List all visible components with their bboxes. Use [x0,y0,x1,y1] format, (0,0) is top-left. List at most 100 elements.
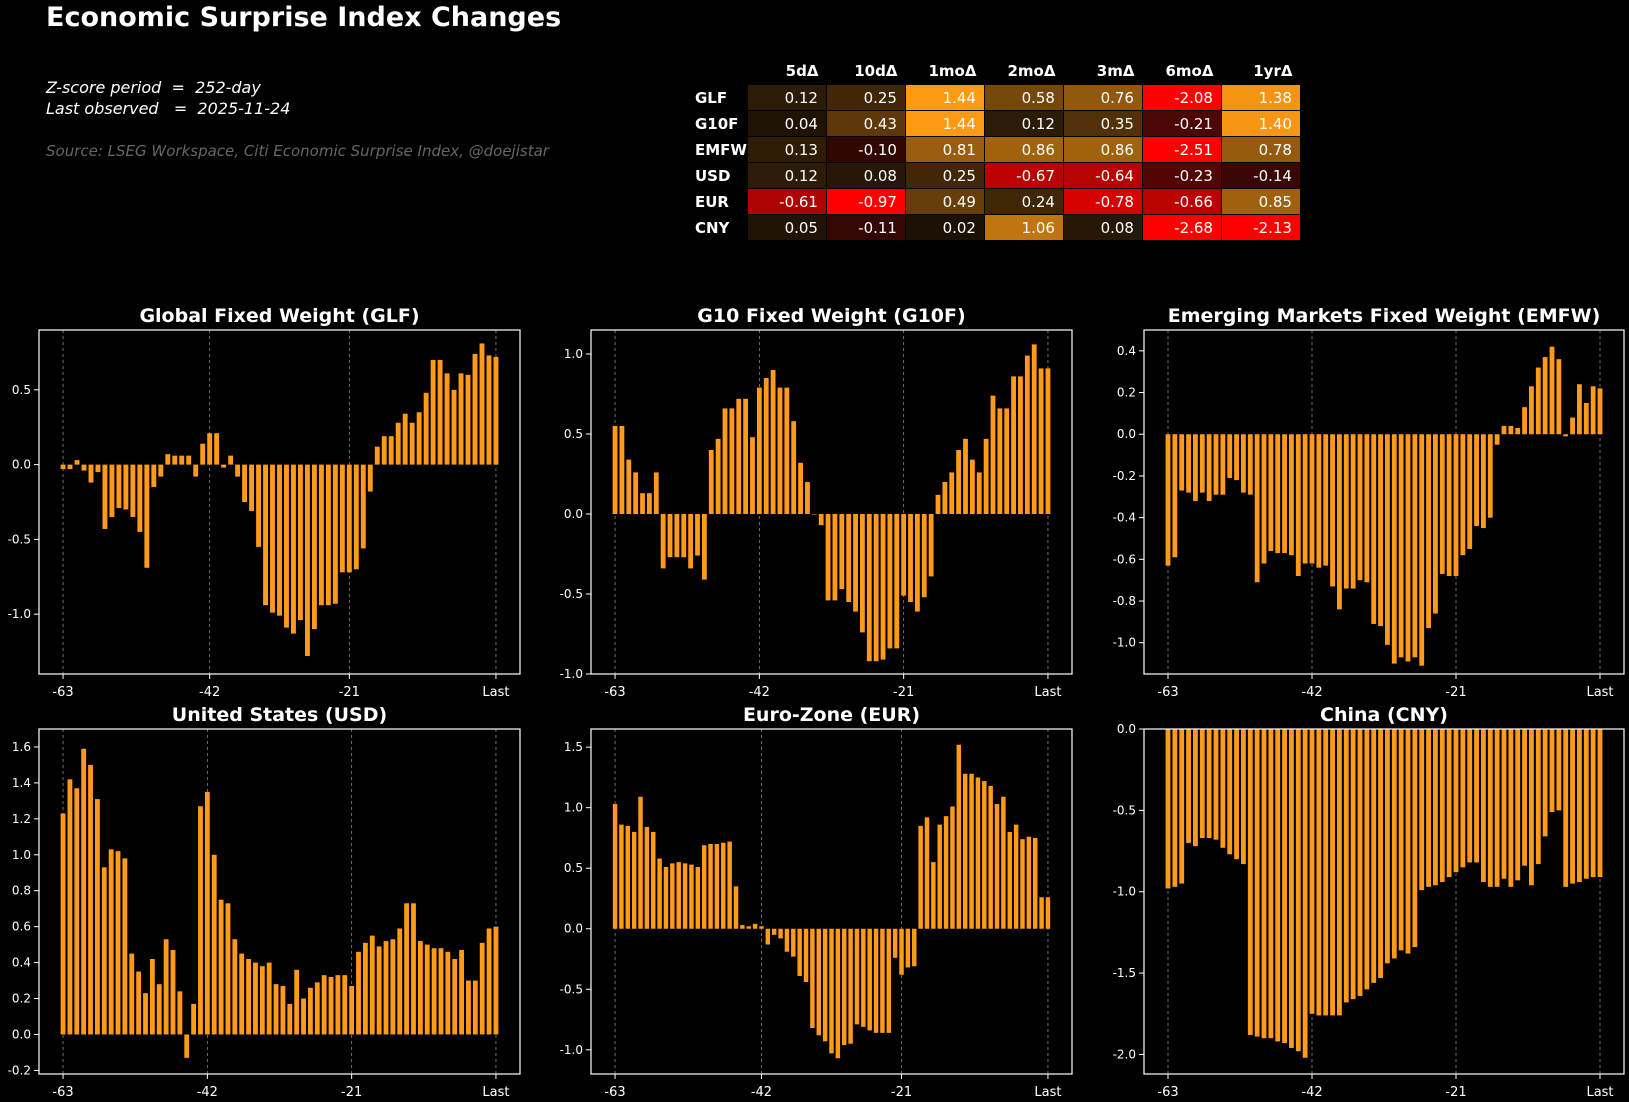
bar [1487,434,1493,518]
table-row: EUR -0.61 -0.97 0.49 0.24 -0.78 -0.66 0.85 [690,188,1301,215]
bar [688,514,694,569]
bar [1275,729,1281,1042]
bar [360,464,366,549]
bar [1045,897,1051,929]
x-tick-label: -21 [1445,685,1466,700]
bar [1018,376,1023,514]
bar [318,464,324,606]
bar [765,928,771,945]
x-tick-label: -21 [341,1085,362,1100]
bar [1535,729,1541,865]
bar [411,903,416,1035]
x-tick-label: -21 [339,685,360,700]
chart-title: Global Fixed Weight (GLF) [139,305,419,327]
bar [74,460,80,465]
bar [151,464,157,488]
y-tick-label: 1.5 [564,740,583,754]
bar [681,514,687,558]
bar [721,842,726,929]
bar [277,464,282,616]
x-tick-label: Last [1586,685,1613,700]
bar [109,464,115,517]
bar [1515,427,1521,435]
bar [818,514,824,526]
bar [149,959,155,1035]
bar [1337,434,1342,610]
bar [423,392,429,465]
bar [1460,729,1466,868]
table-cell: -0.64 [1062,162,1143,189]
bar [1378,729,1383,978]
bar [1529,386,1534,435]
bar [1549,346,1555,435]
bar [1563,434,1569,437]
source-note: Source: LSEG Workspace, Citi Economic Su… [46,142,549,160]
bar [204,791,210,1035]
bar [67,779,73,1035]
bar [479,942,485,1035]
bar [1522,407,1527,435]
bar [1426,729,1431,887]
bar [381,436,387,465]
bar [1590,729,1596,878]
bar [886,928,892,1033]
bar [1193,434,1198,501]
x-tick-label: -63 [604,685,625,700]
bar [1357,434,1363,581]
y-tick-label: 0.5 [564,427,583,441]
plot-frame [1143,728,1625,1075]
bar [1398,434,1404,658]
last-observed-label: Last observed = 2025-11-24 [46,99,291,118]
chart-panel: Global Fixed Weight (GLF) -63 -42 -21 Last -1… [8,305,521,700]
bar [328,976,334,1035]
bar [1522,729,1527,866]
bar [1302,434,1308,564]
bar [294,969,300,1035]
bar [1446,729,1452,878]
bar [1412,434,1418,658]
y-tick-label: -0.6 [1113,552,1136,566]
x-tick-label: Last [482,1085,509,1100]
bar [1549,729,1555,812]
table-row-label: USD [690,162,748,189]
bar [969,773,974,929]
table-cell: 0.08 [825,162,906,189]
bar [493,356,499,465]
bar [682,863,688,929]
table-row: G10F 0.04 0.43 1.44 0.12 0.35 -0.21 1.40 [690,110,1301,137]
bar [424,944,430,1035]
bar [163,939,169,1035]
bar [1350,729,1356,1000]
bar [982,781,987,929]
bar [1011,376,1016,514]
bar [211,854,217,1035]
bar [1295,729,1301,1052]
bar [873,928,879,1033]
table-col-header: 10dΔ [854,62,898,80]
table-col-header: 2moΔ [1007,62,1056,80]
bar [1364,729,1370,990]
bar [1481,434,1486,529]
bar [740,925,745,929]
bar [1474,434,1479,526]
bar [311,464,317,630]
bar [1038,368,1044,514]
table-row-label: G10F [690,110,748,137]
bar [1268,729,1274,1039]
plot-frame [590,329,1073,675]
bar [1405,434,1411,662]
bar [1275,434,1281,554]
y-tick-label: 0.0 [1117,427,1136,441]
bar [892,928,898,958]
bar [695,867,701,929]
bar [1172,729,1178,887]
x-tick-label: Last [482,685,509,700]
bar [1439,434,1445,574]
y-tick-label: -2.0 [1113,1047,1136,1061]
bar [901,514,907,596]
y-tick-label: 1.0 [12,848,31,862]
bar [1254,729,1260,1037]
bar [1026,836,1032,929]
y-tick-label: 0.0 [12,458,31,472]
